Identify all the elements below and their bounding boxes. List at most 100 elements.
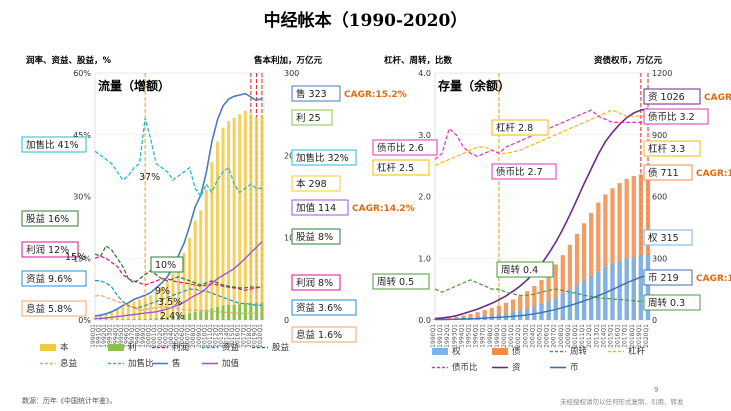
stock-annotation-box	[643, 108, 709, 125]
stock-x-tick-label: 2018Q1	[629, 324, 636, 348]
bar-ben	[249, 114, 253, 321]
stock-x-tick-label: 2002Q1	[515, 324, 522, 348]
flow-line-资益	[94, 279, 262, 309]
stock-x-tick-label: 2017Q1	[622, 324, 629, 348]
stock-x-tick-label: 2004Q1	[529, 324, 536, 348]
flow-x-tick-label: 2003Q1	[162, 324, 169, 348]
flow-annotation-label: 股益 16%	[26, 213, 69, 225]
flow-x-tick-label: 1997Q1	[129, 324, 136, 348]
bar-ben	[215, 141, 219, 320]
bar-ben	[243, 110, 247, 320]
flow-annotation-box	[291, 274, 341, 291]
bar-li	[115, 319, 119, 320]
bar-ben	[182, 252, 186, 320]
bar-li	[126, 319, 130, 320]
stock-x-tick-label: 2001Q1	[508, 324, 515, 348]
stock-annotation-box	[372, 159, 430, 176]
bar-zhai	[638, 174, 644, 320]
bar-li	[243, 303, 247, 320]
flow-line-息益	[94, 294, 262, 314]
stock-legend-label: 杠杆	[628, 346, 646, 357]
bar-ben	[143, 298, 147, 320]
flow-annotation-label: 资益 9.6%	[26, 273, 72, 285]
stock-x-tick-label: 2000Q1	[501, 324, 508, 348]
stock-x-tick-label: 1990Q1	[430, 324, 437, 348]
bar-zhai	[546, 272, 551, 320]
bar-ben	[232, 117, 236, 320]
stock-left-tick-label: 0.0	[418, 316, 431, 325]
stock-x-tick-label: 1998Q1	[487, 324, 494, 348]
bar-zhai	[596, 202, 601, 320]
stock-annotation-label: 资 1026	[648, 92, 685, 103]
stock-annotation-box	[491, 163, 557, 180]
bar-zhai	[489, 308, 494, 320]
stock-x-tick-label: 1991Q1	[437, 324, 444, 348]
flow-annotation-box	[291, 199, 349, 216]
bar-ben	[110, 312, 114, 320]
bar-zhai	[631, 175, 636, 320]
stock-x-tick-label: 2016Q1	[615, 324, 622, 348]
bar-quan	[617, 261, 622, 320]
bar-zhai	[589, 212, 594, 320]
bar-li	[149, 318, 153, 320]
flow-annotation-label: 本 298	[296, 178, 327, 190]
flow-left-tick-label: 60%	[73, 69, 91, 78]
page-number: 9	[654, 386, 659, 394]
stock-cagr-label: CAGR:17.8%	[696, 169, 731, 179]
stock-left-tick-label: 2.0	[418, 193, 431, 202]
bar-quan	[631, 257, 636, 320]
bar-zhai	[567, 244, 573, 320]
flow-x-tick-label: 2014Q1	[224, 324, 231, 348]
bar-ben	[149, 295, 153, 320]
bar-li	[165, 317, 169, 320]
bar-ben	[238, 114, 242, 321]
bar-li	[254, 302, 258, 320]
flow-x-tick-label: 2008Q1	[190, 324, 197, 348]
flow-x-tick-label: 2001Q1	[151, 324, 158, 348]
flow-annotation-label: 37%	[139, 172, 160, 183]
stock-legend-label: 债币比	[452, 362, 478, 373]
stock-annotation-label: 权 315	[648, 232, 679, 244]
bar-zhai	[574, 233, 580, 320]
stock-x-tick-label: 2014Q1	[600, 324, 607, 348]
flow-annotation-label: 利润 12%	[26, 244, 69, 256]
flow-legend-label: 利润	[172, 342, 189, 353]
flow-annotation-box	[150, 256, 184, 273]
flow-x-tick-label: 1999Q1	[140, 324, 147, 348]
stock-x-tick-label: 2012Q1	[586, 324, 593, 348]
bar-li	[138, 319, 142, 320]
flow-line-利润	[94, 255, 263, 292]
right-chart-right-axis-title: 资债权币，万亿元	[594, 56, 663, 66]
flow-annotation-box	[21, 210, 79, 227]
bar-li	[215, 306, 219, 320]
flow-cagr-label: CAGR:14.2%	[352, 204, 415, 214]
bar-zhai	[454, 316, 459, 320]
bar-ben	[126, 304, 130, 320]
stock-annotation-box	[643, 88, 701, 105]
source-note: 数源：历年《中国统计年鉴》。	[22, 397, 117, 405]
stock-annotation-label: 债币比 3.2	[648, 111, 695, 123]
bar-ben	[188, 237, 192, 320]
flow-annotation-box	[291, 326, 357, 343]
stock-x-tick-label: 2009Q1	[565, 324, 572, 348]
flow-annotation-label: 股益 8%	[296, 231, 333, 243]
flow-x-tick-label: 2000Q1	[146, 324, 153, 348]
stock-legend-label: 币	[570, 363, 579, 373]
bar-ben	[254, 116, 258, 321]
stock-right-tick-label: 600	[652, 193, 667, 202]
flow-x-tick-label: 2010Q1	[201, 324, 208, 348]
flow-annotation-box	[291, 228, 341, 245]
bar-ben	[199, 210, 203, 320]
stock-annotation-box	[643, 269, 693, 286]
stock-cagr-label: CAGR:17.0	[696, 274, 731, 284]
bar-ben	[165, 281, 169, 320]
stock-x-tick-label: 1992Q1	[444, 324, 451, 348]
flow-annotation-label: 资益 3.6%	[296, 302, 342, 314]
flow-annotation-label: 售 323	[296, 88, 327, 100]
bar-ben	[221, 127, 225, 320]
flow-right-tick-label: 0	[284, 316, 289, 325]
stock-x-tick-label: 2013Q1	[593, 324, 600, 348]
bar-quan	[610, 264, 615, 320]
stock-annotation-label: 周转 0.4	[501, 264, 538, 276]
bar-li	[232, 304, 236, 320]
